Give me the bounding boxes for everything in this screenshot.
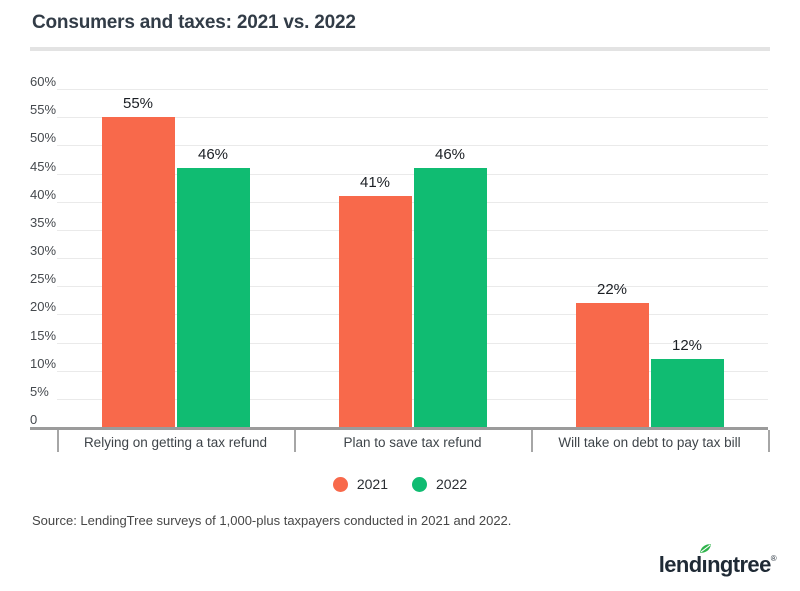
x-axis-category-label: Plan to save tax refund (343, 435, 482, 450)
gridline (57, 201, 768, 203)
bar-value-label: 46% (197, 145, 229, 163)
gridline (57, 314, 768, 316)
bar-2022-cat3 (650, 359, 724, 427)
bar-2022-cat2 (413, 167, 487, 427)
bar-2022-cat1 (176, 167, 250, 427)
bar-2021-cat1 (101, 117, 175, 427)
legend-item-2022: 2022 (412, 476, 467, 492)
y-axis-label: 25% (30, 271, 57, 287)
bar-2021-cat2 (338, 196, 412, 427)
gridline (57, 286, 768, 288)
y-axis-label: 45% (30, 158, 57, 174)
logo-text-ngtree: ngtree (707, 552, 771, 577)
gridline (57, 229, 768, 231)
gridline (57, 398, 768, 400)
bar-value-label: 22% (596, 281, 628, 299)
y-axis-label: 15% (30, 327, 57, 343)
x-axis-category-label: Will take on debt to pay tax bill (558, 435, 741, 450)
page-title: Consumers and taxes: 2021 vs. 2022 (32, 12, 356, 33)
gridline (57, 145, 768, 147)
gridline (57, 89, 768, 90)
bar-2021-cat3 (575, 303, 649, 427)
logo-text-lend: lend (658, 552, 702, 577)
y-axis-label: 5% (30, 383, 49, 399)
legend-label: 2022 (436, 476, 468, 492)
y-axis-label: 40% (30, 186, 57, 202)
y-axis-label: 30% (30, 243, 57, 258)
gridline (57, 342, 768, 344)
y-axis-label: 0 (30, 412, 38, 427)
bar-value-label: 55% (122, 95, 154, 113)
y-axis-label: 50% (30, 130, 57, 146)
y-axis-label: 35% (30, 214, 57, 230)
gridline (57, 370, 768, 372)
gridline (57, 173, 768, 175)
legend-label: 2021 (356, 476, 388, 492)
y-axis-label: 20% (30, 299, 57, 315)
source-note: Source: LendingTree surveys of 1,000-plu… (32, 513, 512, 528)
bar-value-label: 46% (434, 145, 466, 163)
registered-mark: ® (770, 554, 777, 563)
legend-item-2021: 2021 (332, 476, 388, 492)
y-axis-label: 10% (30, 355, 57, 371)
leaf-icon (699, 544, 711, 553)
x-axis-tick (57, 430, 59, 452)
logo-text-i: ı (701, 552, 708, 577)
bar-value-label: 12% (671, 337, 703, 355)
chart-legend: 2021 2022 (0, 472, 800, 496)
title-divider (30, 47, 770, 51)
y-axis-label: 60% (30, 74, 57, 89)
x-axis-tick (294, 430, 296, 452)
y-axis-label: 55% (30, 102, 57, 118)
x-axis-tick (768, 430, 770, 452)
lendingtree-logo: lend ıngtree® (658, 544, 777, 578)
gridline (57, 117, 768, 119)
legend-swatch-2022 (412, 476, 427, 492)
x-axis-category-label: Relying on getting a tax refund (83, 435, 268, 450)
gridline (57, 258, 768, 259)
x-axis-tick (531, 430, 533, 452)
bar-value-label: 41% (359, 174, 391, 192)
x-axis-line (30, 427, 768, 430)
legend-swatch-2021 (332, 476, 348, 492)
